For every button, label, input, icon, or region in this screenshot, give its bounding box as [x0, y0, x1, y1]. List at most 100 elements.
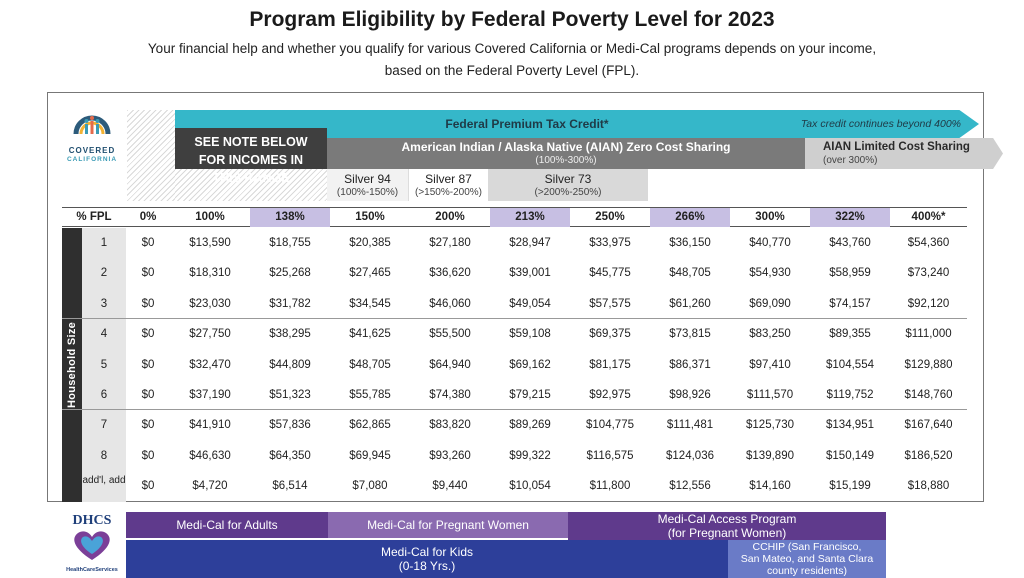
income-cell: $64,940: [429, 358, 471, 371]
silver-73-range: (>200%-250%): [534, 187, 602, 198]
note-line-3: THIS RANGE: [212, 171, 290, 185]
income-cell: $51,323: [269, 389, 311, 401]
medi-cal-pregnant-label: Medi-Cal for Pregnant Women: [367, 518, 529, 532]
page-subtitle: Your financial help and whether you qual…: [130, 38, 894, 82]
income-cell: $116,575: [586, 449, 634, 462]
income-cell: $69,375: [589, 328, 631, 341]
silver-94-box: Silver 94 (100%-150%): [327, 169, 408, 201]
income-cell: $111,000: [905, 328, 952, 341]
fpl-header-label: % FPL: [76, 211, 112, 223]
income-cell: $27,465: [349, 267, 391, 280]
income-cell: $129,880: [904, 358, 953, 371]
income-cell: $64,350: [269, 449, 311, 462]
income-cell: $36,150: [669, 237, 711, 249]
income-cell: $4,720: [192, 480, 228, 493]
cchip-line-1: CCHIP (San Francisco,: [752, 541, 862, 553]
income-cell: $15,199: [829, 480, 871, 493]
table-row: add'l, add $0 $4,720 $6,514 $7,080 $9,440 $10,…: [82, 471, 967, 501]
medi-cal-kids-label: Medi-Cal for Kids (0-18 Yrs.): [381, 545, 473, 573]
fpl-header-cell: 200%: [435, 211, 465, 223]
income-cell: $25,268: [269, 267, 311, 280]
income-cell: $45,775: [589, 267, 631, 280]
income-cell: $74,380: [429, 389, 471, 401]
household-size-cell: 4: [100, 328, 108, 341]
household-size-cell: 3: [100, 297, 108, 310]
household-size-column: [82, 228, 126, 502]
income-cell: $81,175: [589, 358, 631, 371]
income-cell: $54,930: [749, 267, 791, 280]
income-cell: $44,809: [269, 358, 311, 371]
page-title: Program Eligibility by Federal Poverty L…: [249, 8, 775, 31]
income-cell: $62,865: [349, 419, 391, 432]
household-size-cell: 6: [100, 389, 108, 401]
income-cell: $57,575: [589, 297, 631, 310]
income-cell: $186,520: [904, 449, 953, 462]
income-cell: $46,060: [429, 297, 471, 310]
income-cell: $0: [141, 267, 155, 280]
income-cell: $139,890: [746, 449, 794, 462]
dhcs-logo-subtitle: HealthCareServices: [66, 567, 118, 573]
income-cell: $69,945: [349, 449, 391, 462]
income-cell: $14,160: [749, 480, 791, 493]
income-cell: $11,800: [589, 480, 631, 493]
silver-73-name: Silver 73: [544, 172, 592, 186]
cchip-line-2: San Mateo, and Santa Clara: [740, 553, 874, 565]
income-cell: $54,360: [907, 237, 950, 249]
income-cell: $18,310: [189, 267, 231, 280]
aian-zero-cost-band: American Indian / Alaska Native (AIAN) Z…: [327, 138, 805, 169]
aian-ltd-label: AIAN Limited Cost Sharing: [823, 140, 970, 153]
silver-94-name: Silver 94: [344, 172, 391, 186]
income-cell: $41,625: [349, 328, 391, 341]
income-cell: $27,750: [189, 328, 231, 341]
income-cell: $86,371: [669, 358, 711, 371]
silver-87-range: (>150%-200%): [415, 187, 482, 198]
household-size-cell: 2: [100, 267, 108, 280]
medi-cal-adults-label: Medi-Cal for Adults: [176, 518, 278, 532]
income-cell: $46,630: [189, 449, 231, 462]
household-size-cell: add'l, add: [82, 475, 126, 487]
income-cell: $28,947: [509, 237, 551, 249]
income-cell: $69,090: [749, 297, 791, 310]
aian-label: American Indian / Alaska Native (AIAN) Z…: [401, 139, 731, 154]
table-row: 1 $0 $13,590 $18,755 $20,385 $27,180 $28,947 $3…: [82, 228, 967, 258]
income-cell: $0: [141, 480, 155, 493]
household-size-cell: 7: [100, 419, 108, 432]
note-line-1: SEE NOTE BELOW: [194, 135, 308, 149]
medi-cal-pregnant-bar: Medi-Cal for Pregnant Women: [328, 512, 568, 538]
income-cell: $12,556: [669, 480, 711, 493]
fpl-header-cell: 100%: [195, 211, 225, 223]
income-cell: $57,836: [269, 419, 311, 432]
household-size-cell: 5: [100, 358, 108, 371]
aian-label-block: American Indian / Alaska Native (AIAN) Z…: [327, 139, 805, 167]
household-size-label-wrap: Household Size: [62, 228, 82, 502]
income-cell: $59,108: [509, 328, 551, 341]
income-cell: $73,240: [907, 267, 950, 280]
income-cell: $99,322: [509, 449, 551, 462]
income-cell: $37,190: [189, 389, 231, 401]
income-cell: $43,760: [829, 237, 871, 249]
income-cell: $0: [141, 419, 155, 432]
household-size-cell: 8: [100, 449, 108, 462]
table-row: 6 $0 $37,190 $51,323 $55,785 $74,380 $79,215 $9…: [82, 380, 967, 410]
silver-87-name: Silver 87: [425, 172, 472, 186]
subtitle-line-1: Your financial help and whether you qual…: [147, 41, 877, 56]
income-cell: $20,385: [349, 237, 391, 249]
hatched-area-note: [175, 169, 327, 201]
medi-cal-adults-bar: Medi-Cal for Adults: [126, 512, 328, 538]
aian-limited-band: AIAN Limited Cost Sharing (over 300%): [805, 138, 1003, 169]
income-cell: $40,770: [749, 237, 791, 249]
ptc-band-lead: [175, 110, 327, 128]
medi-cal-kids-bar: Medi-Cal for Kids (0-18 Yrs.): [126, 540, 728, 578]
income-cell: $38,295: [269, 328, 311, 341]
income-cell: $134,951: [826, 419, 874, 432]
cchip-label: CCHIP (San Francisco, San Mateo, and San…: [741, 541, 874, 577]
income-cell: $61,260: [669, 297, 711, 310]
income-cell: $0: [141, 297, 155, 310]
income-cell: $83,820: [429, 419, 471, 432]
covered-california-logo-icon: [73, 115, 111, 135]
income-cell: $48,705: [669, 267, 711, 280]
cchip-bar: CCHIP (San Francisco, San Mateo, and San…: [728, 540, 886, 578]
row-group-separator: [62, 318, 967, 319]
silver-87-box: Silver 87 (>150%-200%): [408, 169, 488, 201]
income-cell: $48,705: [349, 358, 391, 371]
